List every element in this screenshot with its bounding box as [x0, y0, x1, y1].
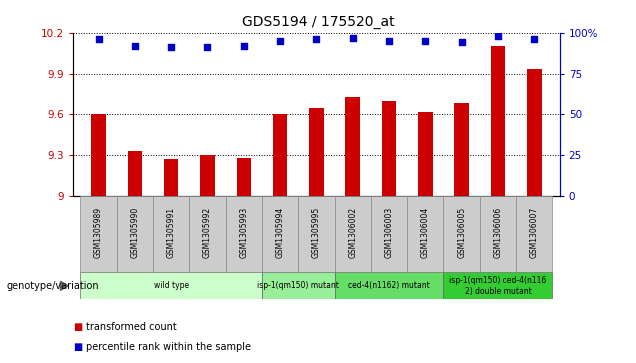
Bar: [273, 114, 287, 196]
FancyBboxPatch shape: [190, 196, 226, 272]
FancyBboxPatch shape: [335, 196, 371, 272]
Text: GSM1305990: GSM1305990: [130, 207, 139, 258]
Bar: [309, 107, 324, 196]
Text: GSM1306004: GSM1306004: [421, 207, 430, 258]
Bar: [382, 101, 396, 196]
Text: GSM1306002: GSM1306002: [349, 207, 357, 258]
Text: GSM1306003: GSM1306003: [385, 207, 394, 258]
FancyBboxPatch shape: [117, 196, 153, 272]
FancyBboxPatch shape: [443, 272, 553, 299]
FancyBboxPatch shape: [480, 196, 516, 272]
Text: ■: ■: [73, 342, 83, 352]
Text: GSM1306006: GSM1306006: [494, 207, 502, 258]
Point: [238, 43, 249, 49]
Bar: [454, 103, 469, 196]
Text: GSM1305995: GSM1305995: [312, 207, 321, 258]
Text: ced-4(n1162) mutant: ced-4(n1162) mutant: [348, 281, 430, 290]
FancyBboxPatch shape: [262, 272, 335, 299]
FancyBboxPatch shape: [80, 272, 262, 299]
FancyBboxPatch shape: [516, 196, 553, 272]
Bar: [418, 112, 432, 196]
Bar: [491, 46, 505, 196]
Text: GSM1305989: GSM1305989: [94, 207, 103, 258]
Point: [457, 40, 467, 45]
Text: GSM1305992: GSM1305992: [203, 207, 212, 258]
Bar: [92, 114, 106, 196]
Bar: [527, 69, 541, 196]
Point: [312, 36, 321, 42]
FancyBboxPatch shape: [80, 196, 117, 272]
Text: GSM1305993: GSM1305993: [239, 207, 248, 258]
Point: [130, 43, 140, 49]
Bar: [345, 97, 360, 196]
Text: percentile rank within the sample: percentile rank within the sample: [86, 342, 251, 352]
Point: [166, 44, 176, 50]
Bar: [237, 158, 251, 196]
FancyBboxPatch shape: [262, 196, 298, 272]
Text: genotype/variation: genotype/variation: [6, 281, 99, 291]
Point: [529, 36, 539, 42]
Point: [275, 38, 285, 44]
Point: [348, 35, 358, 41]
FancyBboxPatch shape: [335, 272, 443, 299]
Point: [202, 44, 212, 50]
FancyBboxPatch shape: [226, 196, 262, 272]
Text: GSM1305994: GSM1305994: [275, 207, 284, 258]
Text: isp-1(qm150) mutant: isp-1(qm150) mutant: [258, 281, 339, 290]
Text: isp-1(qm150) ced-4(n116
2) double mutant: isp-1(qm150) ced-4(n116 2) double mutant: [449, 276, 546, 295]
Text: GSM1306007: GSM1306007: [530, 207, 539, 258]
FancyBboxPatch shape: [153, 196, 190, 272]
Bar: [200, 155, 215, 196]
FancyBboxPatch shape: [407, 196, 443, 272]
Point: [493, 33, 503, 39]
Text: wild type: wild type: [154, 281, 189, 290]
Text: GSM1305991: GSM1305991: [167, 207, 176, 258]
Point: [420, 38, 431, 44]
Text: transformed count: transformed count: [86, 322, 177, 332]
FancyBboxPatch shape: [371, 196, 407, 272]
FancyBboxPatch shape: [443, 196, 480, 272]
Point: [93, 36, 104, 42]
FancyBboxPatch shape: [298, 196, 335, 272]
Text: GDS5194 / 175520_at: GDS5194 / 175520_at: [242, 15, 394, 29]
Bar: [164, 159, 179, 196]
Point: [384, 38, 394, 44]
Bar: [128, 151, 142, 196]
Text: ■: ■: [73, 322, 83, 332]
Text: GSM1306005: GSM1306005: [457, 207, 466, 258]
